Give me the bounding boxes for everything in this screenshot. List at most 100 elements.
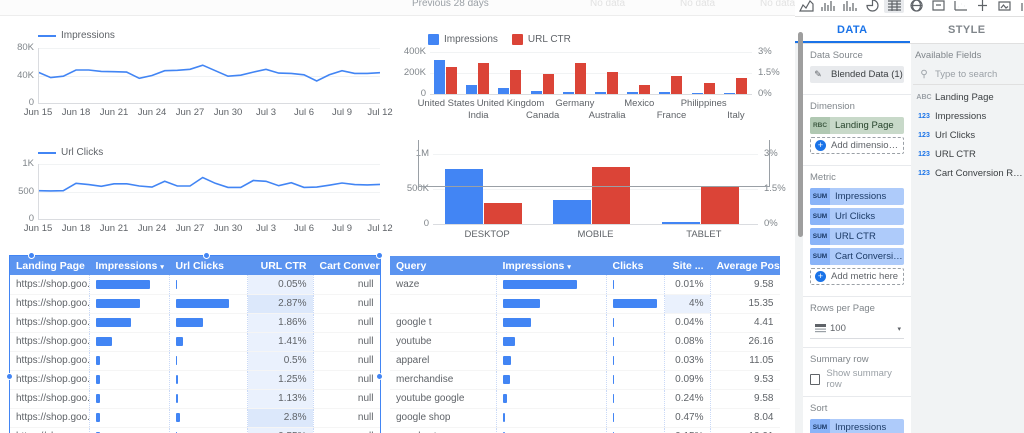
bar-impressions-italy[interactable] [723, 92, 735, 94]
column-header-clicks[interactable]: Clicks [606, 256, 665, 275]
bar-urlctr-united-states[interactable] [446, 66, 457, 94]
add-dimension-button[interactable]: + Add dimension here [810, 137, 904, 154]
table-icon[interactable] [884, 0, 904, 13]
available-field-url-ctr[interactable]: 123 URL CTR [913, 145, 1024, 164]
query-table-grid[interactable]: Query Impressions ▾ Clicks Site ... Average P… [390, 256, 780, 433]
bar-chart-icon[interactable] [818, 0, 838, 13]
metric-chip-url-ctr[interactable]: SUM URL CTR [810, 228, 904, 245]
available-fields-search[interactable]: ⚲ [913, 65, 1024, 85]
impressions-line-chart[interactable]: Impressions 80K 40K 0 Jun 15 Jun 18 Jun 21 Ju… [8, 30, 393, 122]
table-body[interactable]: https://shop.goo... 0.05% null https://shop… [10, 275, 380, 433]
scatter-chart-icon[interactable] [950, 0, 970, 13]
table-row[interactable]: youtube 0.08% 26.16 [390, 332, 780, 352]
column-header-cart-conversi[interactable]: Cart Conversi... [313, 256, 380, 275]
bar-impressions-united-states[interactable] [434, 60, 445, 94]
panel-scrollbar[interactable] [798, 32, 803, 237]
bar-urlctr-desktop[interactable] [484, 202, 522, 224]
table-row[interactable]: apparel 0.03% 11.05 [390, 351, 780, 371]
column-header-average-position[interactable]: Average Position [710, 256, 780, 275]
bar-urlctr-mexico[interactable] [639, 84, 651, 94]
table-row[interactable]: youtube google 0.24% 9.58 [390, 389, 780, 409]
rows-per-page-select[interactable]: 100 ▾ [810, 319, 904, 339]
bar-impressions-united-kingdom[interactable] [498, 87, 510, 94]
show-summary-row-toggle[interactable]: Show summary row [810, 368, 904, 390]
available-field-url-clicks[interactable]: 123 Url Clicks [913, 126, 1024, 145]
tab-data[interactable]: DATA [795, 17, 910, 43]
bar-urlctr-australia[interactable] [607, 72, 618, 94]
country-bar-chart[interactable]: Impressions URL CTR 400K 200K 0 3% 1.5% 0% U… [400, 30, 780, 128]
bar-impressions-philippines[interactable] [691, 92, 703, 94]
column-header-query[interactable]: Query [390, 256, 497, 275]
dimension-chip-landing-page[interactable]: RBC Landing Page [810, 117, 904, 134]
bar-impressions-germany[interactable] [562, 92, 574, 94]
bar-urlctr-united-kingdom[interactable] [510, 70, 522, 94]
available-field-impressions[interactable]: 123 Impressions [913, 107, 1024, 126]
table-header-row[interactable]: Query Impressions ▾ Clicks Site ... Average P… [390, 256, 780, 275]
bar-urlctr-italy[interactable] [735, 77, 747, 94]
table-row[interactable]: https://shop.goo... 0.5% null [10, 351, 380, 371]
chart-type-toolbar[interactable] [795, 0, 1024, 17]
available-field-landing-page[interactable]: ABC Landing Page [913, 88, 1024, 107]
column-header-impressions[interactable]: Impressions ▾ [496, 256, 607, 275]
bar-impressions-australia[interactable] [595, 91, 606, 94]
column-header-url-clicks[interactable]: Url Clicks [169, 256, 248, 275]
bar-impressions-mexico[interactable] [627, 92, 639, 94]
resize-handle-top-right[interactable] [376, 252, 383, 259]
column-header-url-ctr[interactable]: URL CTR [247, 256, 314, 275]
resize-handle-left-mid[interactable] [6, 373, 13, 380]
table-row[interactable]: 4% 15.35 [390, 294, 780, 314]
rank-icon[interactable] [1016, 0, 1024, 13]
resize-handle-top-center[interactable] [203, 252, 210, 259]
resize-handle-top-left[interactable] [28, 252, 35, 259]
column-header-landing-page[interactable]: Landing Page [10, 256, 90, 275]
checkbox-icon[interactable] [810, 373, 821, 385]
search-input[interactable] [935, 69, 1015, 80]
column-header-site[interactable]: Site ... [664, 256, 711, 275]
bar-urlctr-canada[interactable] [542, 73, 554, 94]
bar-urlctr-india[interactable] [478, 62, 490, 94]
image-icon[interactable] [994, 0, 1014, 13]
table-row[interactable]: https://shop.goo... 1.86% null [10, 313, 380, 333]
table-row[interactable]: google shop 0.47% 8.04 [390, 408, 780, 428]
metric-chip-url-clicks[interactable]: SUM Url Clicks [810, 208, 904, 225]
panel-tabs[interactable]: DATA STYLE [795, 17, 1024, 44]
landing-page-table-grid[interactable]: Landing Page Impressions ▾ Url Clicks URL CT… [10, 256, 380, 433]
sort-chip-impressions[interactable]: SUM Impressions [810, 419, 904, 433]
available-field-cart-conversion-rate[interactable]: 123 Cart Conversion Rate [913, 164, 1024, 183]
landing-page-table[interactable]: Landing Page Impressions ▾ Url Clicks URL CT… [9, 255, 381, 433]
table-row[interactable]: https://shop.goo... 2.8% null [10, 408, 380, 428]
properties-panel[interactable]: DATA STYLE Data Source ✎ Blended Data (1… [795, 0, 1024, 433]
bar-urlctr-france[interactable] [671, 75, 683, 94]
query-table[interactable]: Query Impressions ▾ Clicks Site ... Average P… [390, 256, 780, 433]
metric-chip-list[interactable]: SUM Impressions SUM Url Clicks SUM URL CTR SUM… [810, 188, 904, 265]
bar-impressions-france[interactable] [659, 92, 671, 94]
device-bar-chart[interactable]: 1M 500K 0 3% 1.5% 0% DESKTOP MOBILE TABLET [400, 140, 786, 242]
table-row[interactable]: https://shop.goo... 1.13% null [10, 389, 380, 409]
column-chart-icon[interactable] [840, 0, 860, 13]
data-source-chip[interactable]: ✎ Blended Data (1) [810, 66, 904, 83]
table-row[interactable]: https://shop.goo... 1.25% null [10, 370, 380, 390]
bar-impressions-india[interactable] [466, 85, 478, 94]
table-row[interactable]: google t 0.04% 4.41 [390, 313, 780, 333]
scorecard-icon[interactable] [928, 0, 948, 13]
resize-handle-right-mid[interactable] [376, 373, 383, 380]
table-row[interactable]: https://shop.goo... 0.55%null [10, 427, 380, 433]
table-body[interactable]: waze 0.01% 9.58 4% 15.35 google t 0.04% 4.41 you… [390, 275, 780, 433]
bar-urlctr-philippines[interactable] [703, 82, 715, 94]
available-fields-list[interactable]: ABC Landing Page 123 Impressions 123 Url Clic… [913, 88, 1024, 183]
metric-chip-cart-conversion-r[interactable]: SUM Cart Conversion R... [810, 248, 904, 265]
bar-impressions-canada[interactable] [530, 90, 542, 94]
report-canvas[interactable]: Previous 28 days No data No data No data… [0, 0, 795, 433]
table-row[interactable]: waze 0.01% 9.58 [390, 275, 780, 295]
pie-chart-icon[interactable] [862, 0, 882, 13]
table-header-row[interactable]: Landing Page Impressions ▾ Url Clicks URL CT… [10, 256, 380, 275]
bar-urlctr-germany[interactable] [574, 62, 586, 94]
bullet-chart-icon[interactable] [972, 0, 992, 13]
tab-style[interactable]: STYLE [948, 24, 986, 36]
table-row[interactable]: merchandise 0.09% 9.53 [390, 370, 780, 390]
metric-chip-impressions[interactable]: SUM Impressions [810, 188, 904, 205]
add-metric-button[interactable]: + Add metric here [810, 268, 904, 285]
table-row[interactable]: https://shop.goo... 1.41% null [10, 332, 380, 352]
bar-urlctr-tablet[interactable] [700, 187, 739, 224]
urlclicks-line-chart[interactable]: Url Clicks 1K 500 0 Jun 15 Jun 18 Jun 21 Jun … [8, 142, 393, 242]
